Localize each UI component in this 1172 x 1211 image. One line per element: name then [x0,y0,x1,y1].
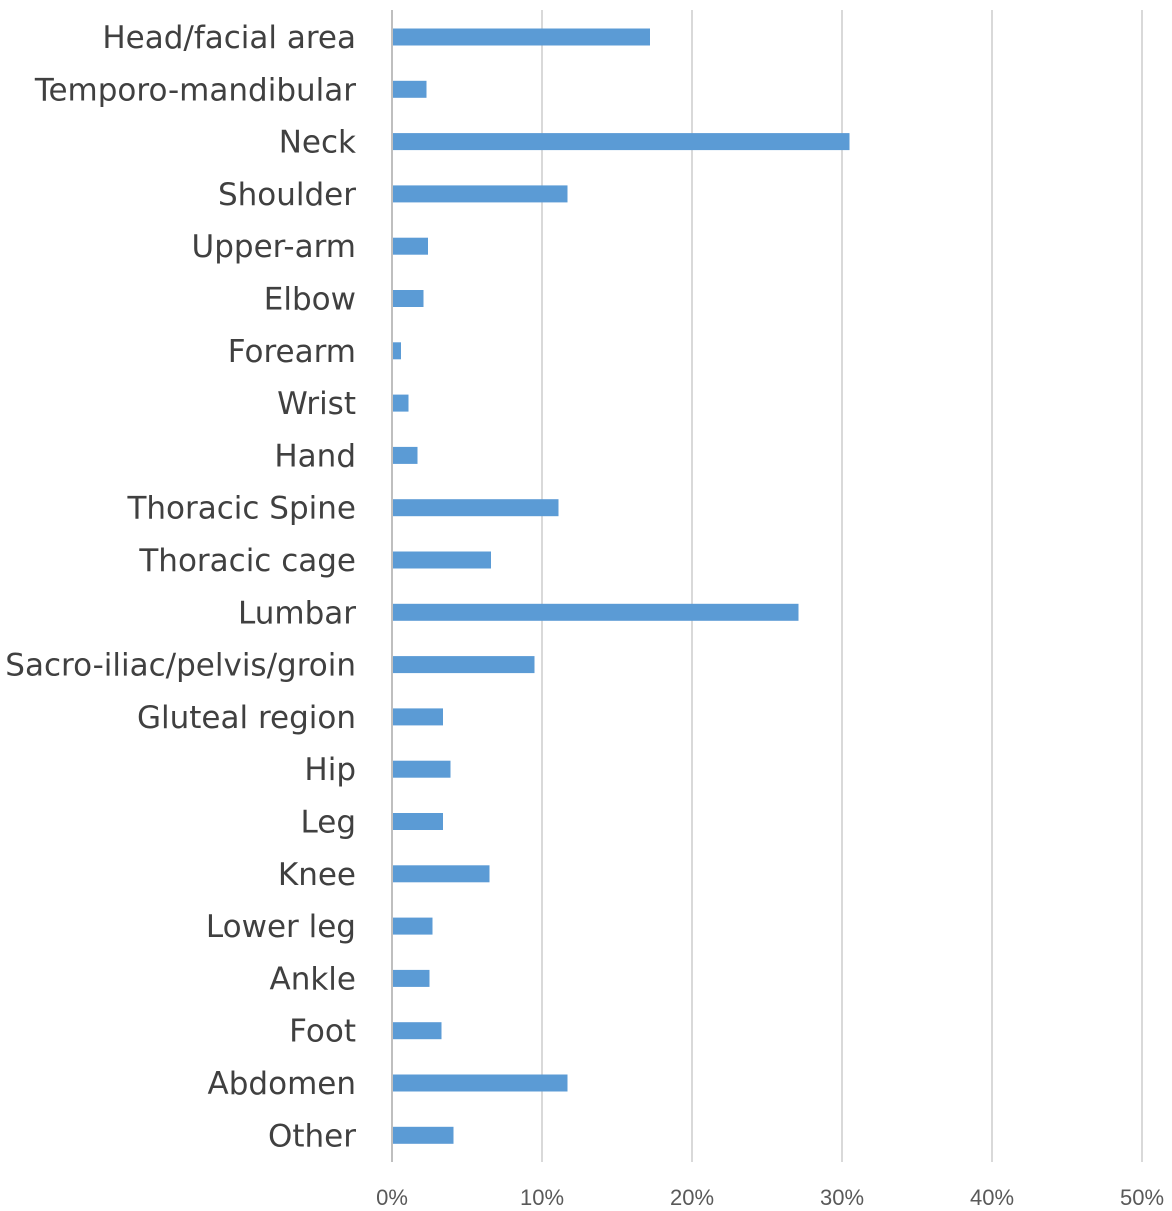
category-label: Lumbar [238,595,356,631]
category-label: Wrist [277,386,356,422]
bar [393,185,568,203]
bars [393,28,850,1144]
category-label: Neck [279,125,356,161]
category-label: Upper-arm [192,229,356,265]
bar [393,1022,442,1040]
bar [393,290,424,307]
bar [393,237,428,255]
bar [393,917,433,935]
bar [393,865,490,883]
category-label: Elbow [264,282,356,318]
category-label: Thoracic cage [138,543,356,579]
category-label: Sacro-iliac/pelvis/groin [5,648,356,684]
bar [393,394,409,412]
bar [393,603,799,621]
bar [393,499,559,517]
bar [393,551,491,569]
bar [393,28,650,46]
bar [393,1126,454,1144]
bar [393,80,427,98]
category-label: Shoulder [218,177,356,213]
bar [393,133,850,151]
x-tick-label: 50% [1120,1185,1164,1210]
category-label: Other [268,1118,356,1154]
bar [393,446,418,464]
gridlines [541,10,1143,1162]
category-label: Foot [289,1014,356,1050]
category-label: Leg [301,805,356,841]
category-label: Forearm [228,334,356,370]
category-label: Knee [278,857,356,893]
category-label: Head/facial area [102,20,356,56]
category-label: Thoracic Spine [126,491,356,527]
bar [393,813,443,830]
x-axis-tick-labels: 0% 10% 20% 30% 40% 50% [376,1185,1164,1210]
category-label: Ankle [270,961,357,997]
bar [393,656,535,674]
category-label: Gluteal region [137,700,356,736]
bar [393,708,443,726]
x-tick-label: 40% [970,1185,1014,1210]
x-tick-label: 30% [820,1185,864,1210]
x-tick-label: 0% [376,1185,408,1210]
bar [393,1074,568,1092]
x-tick-label: 10% [520,1185,564,1210]
bar [393,760,451,778]
category-label: Hand [274,438,356,474]
category-label: Hip [304,752,356,788]
x-tick-label: 20% [670,1185,714,1210]
category-label: Temporo-mandibular [34,72,356,108]
category-labels: Head/facial area Temporo-mandibular Neck Sh… [5,20,356,1154]
category-label: Lower leg [206,909,356,945]
bar [393,969,430,987]
bar [393,342,401,360]
category-label: Abdomen [208,1066,356,1102]
